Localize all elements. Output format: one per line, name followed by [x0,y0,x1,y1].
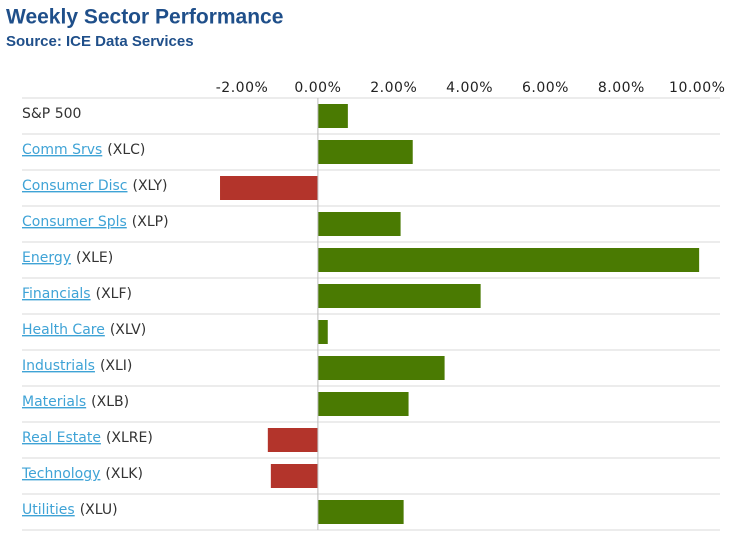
ticker: (XLB) [91,394,129,410]
ticker: (XLF) [96,286,132,302]
ticker: (XLE) [76,250,113,266]
sector-link[interactable]: Consumer Spls [22,214,127,230]
category-label: Utilities (XLU) [22,502,118,518]
sector-link[interactable]: Real Estate [22,430,101,446]
sector-link[interactable]: Comm Srvs [22,142,102,158]
bar [317,248,700,272]
category-label: Industrials (XLI) [22,358,132,374]
bar [317,212,401,236]
bar [317,500,404,524]
sector-link[interactable]: Energy [22,250,71,266]
ticker: (XLC) [107,142,145,158]
ticker: (XLP) [132,214,169,230]
category-label: Financials (XLF) [22,286,132,302]
x-tick-label: 10.00% [669,80,725,96]
category-label: Health Care (XLV) [22,322,146,338]
ticker: (XLY) [133,178,168,194]
category-label: Comm Srvs (XLC) [22,142,145,158]
chart-subtitle: Source: ICE Data Services [6,33,194,50]
bar [317,104,348,128]
x-tick-label: 6.00% [522,80,569,96]
bar [317,320,328,344]
x-tick-label: 0.00% [294,80,341,96]
bar [317,356,445,380]
bar [317,284,481,308]
bar [317,140,413,164]
ticker: (XLV) [110,322,146,338]
sector-link[interactable]: Consumer Disc [22,178,128,194]
bar [317,392,409,416]
x-tick-label: 2.00% [370,80,417,96]
sector-link[interactable]: Technology [21,466,100,482]
sector-link[interactable]: Financials [22,286,91,302]
bar [267,428,318,452]
sector-link[interactable]: Utilities [22,502,75,518]
category-name: S&P 500 [22,106,81,122]
x-tick-label: 8.00% [598,80,645,96]
category-label: Real Estate (XLRE) [22,430,153,446]
x-tick-label: 4.00% [446,80,493,96]
sector-link[interactable]: Industrials [22,358,95,374]
category-label: Materials (XLB) [22,394,129,410]
category-label: Consumer Disc (XLY) [22,178,168,194]
ticker: (XLU) [80,502,118,518]
sector-link[interactable]: Health Care [22,322,105,338]
bar [220,176,318,200]
bar [270,464,318,488]
ticker: (XLK) [105,466,143,482]
category-label: S&P 500 [22,106,81,122]
ticker: (XLRE) [106,430,153,446]
x-tick-label: -2.00% [216,80,269,96]
sector-link[interactable]: Materials [22,394,86,410]
category-label: Energy (XLE) [22,250,113,266]
category-label: Consumer Spls (XLP) [22,214,169,230]
ticker: (XLI) [100,358,132,374]
chart-title: Weekly Sector Performance [6,6,283,29]
category-label: Technology (XLK) [21,466,143,482]
